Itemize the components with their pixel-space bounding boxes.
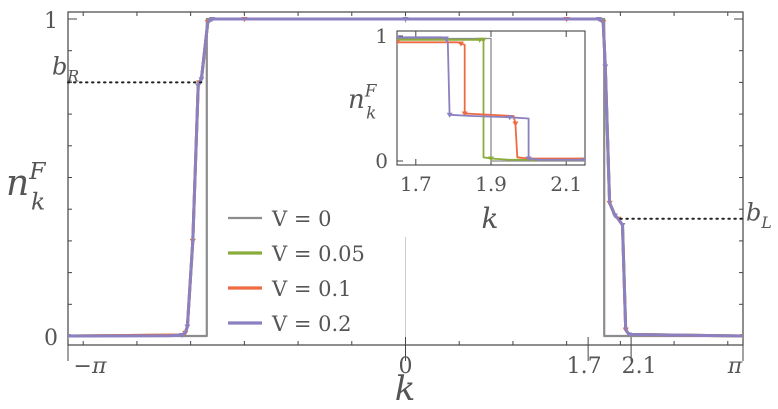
x-tick-label: π — [727, 354, 743, 379]
series-marker — [198, 77, 205, 83]
y-tick-label: 0 — [44, 326, 58, 351]
y-tick-label: 1 — [44, 9, 58, 34]
series-marker — [68, 334, 71, 339]
legend-label: V = 0 — [271, 207, 331, 231]
annotation-label: bL — [746, 199, 772, 232]
series-marker — [506, 115, 513, 121]
inset-y-axis-label: nF k — [348, 80, 378, 122]
series-marker — [402, 17, 409, 22]
inset-x-tick-label: 1.7 — [400, 172, 432, 196]
inset-x-tick-label: 2.1 — [550, 172, 582, 196]
series-marker — [397, 35, 400, 41]
series-marker — [461, 111, 468, 117]
annotations: bR bL — [52, 52, 772, 232]
x-tick-label: 1.7 — [567, 354, 602, 379]
series-marker — [209, 17, 216, 22]
inset-background — [353, 23, 601, 237]
annotation-label: bR — [52, 52, 79, 85]
legend-label: V = 0.05 — [271, 242, 365, 266]
series-marker — [595, 17, 602, 22]
x-axis-label: k — [395, 369, 416, 409]
series-marker — [619, 223, 626, 229]
inset-y-tick-label: 0 — [375, 149, 388, 173]
inset-plot: 1.7 1.9 2.1 0 1 nF k k — [348, 23, 601, 237]
legend-label: V = 0.1 — [271, 277, 352, 301]
series-marker — [602, 64, 609, 70]
series-marker — [480, 37, 487, 43]
main-plot-area: −π 0 1.7 2.1 π 0 1 — [44, 9, 744, 379]
axis-labels: k nF k — [6, 157, 415, 409]
series-marker — [625, 332, 632, 338]
series-marker — [457, 41, 464, 47]
series-marker — [488, 156, 494, 162]
series-marker — [512, 121, 519, 127]
x-tick-label: −π — [74, 354, 107, 379]
legend-label: V = 0.2 — [271, 312, 352, 336]
series-marker — [446, 112, 453, 118]
series-marker — [195, 83, 202, 89]
legend: V = 0 V = 0.05 V = 0.1 V = 0.2 — [228, 207, 365, 336]
x-tick-label: 0 — [399, 354, 413, 379]
series-marker — [442, 36, 449, 42]
series-marker — [476, 37, 483, 43]
inset-y-tick-label: 1 — [375, 24, 388, 48]
series-marker — [611, 213, 618, 219]
series-marker — [179, 333, 186, 339]
series-marker — [525, 156, 532, 162]
series-marker — [397, 40, 400, 46]
x-tick-label: 2.1 — [622, 354, 657, 379]
inset-x-tick-label: 1.9 — [475, 172, 507, 196]
series-marker — [582, 157, 585, 163]
y-axis-label: nF k — [6, 157, 46, 216]
series-marker — [184, 324, 191, 330]
inset-x-axis-label: k — [482, 202, 499, 235]
